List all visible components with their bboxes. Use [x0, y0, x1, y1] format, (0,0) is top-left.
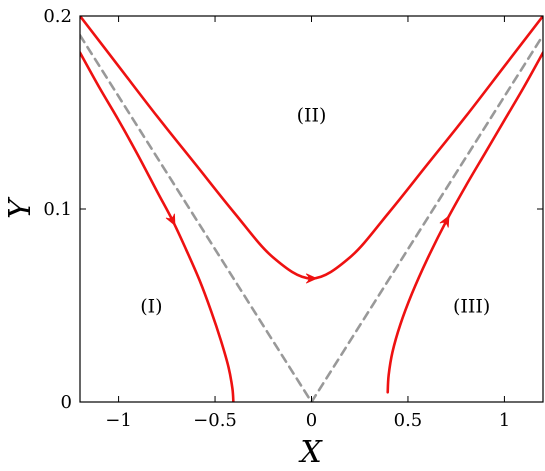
x-tick-label: −0.5: [193, 410, 237, 431]
ticks-layer: −1 −0.5 0 0.5 1 0 0.1 0.2: [43, 6, 543, 431]
annotations-layer: (I) (II) (III): [140, 104, 490, 317]
x-tick-label: 1: [499, 410, 510, 431]
trajectory-line-trajectory-I: [80, 51, 235, 402]
separatrix-line-separatrix-right: [310, 34, 543, 402]
arrows-layer: [165, 213, 450, 284]
region-label: (III): [453, 296, 490, 318]
x-axis-label: X: [298, 435, 323, 470]
region-label: (I): [140, 296, 162, 318]
y-tick-label: 0: [61, 392, 72, 413]
x-tick-label: 0.5: [394, 410, 423, 431]
plot-frame: [79, 15, 544, 403]
arrow-head-trajectory-I: [165, 213, 176, 226]
arrow-head-trajectory-III: [439, 215, 450, 228]
x-tick-label: 0: [306, 410, 317, 431]
region-label: (II): [297, 104, 327, 126]
y-axis-label: Y: [3, 196, 38, 219]
y-tick-label: 0.2: [43, 6, 72, 27]
curves-layer: [80, 16, 543, 402]
trajectory-line-trajectory-III: [386, 51, 543, 394]
y-tick-label: 0.1: [43, 199, 72, 220]
arrow-head-trajectory-II: [306, 273, 317, 284]
separatrix-line-separatrix-left: [80, 34, 313, 402]
x-tick-label: −1: [105, 410, 132, 431]
